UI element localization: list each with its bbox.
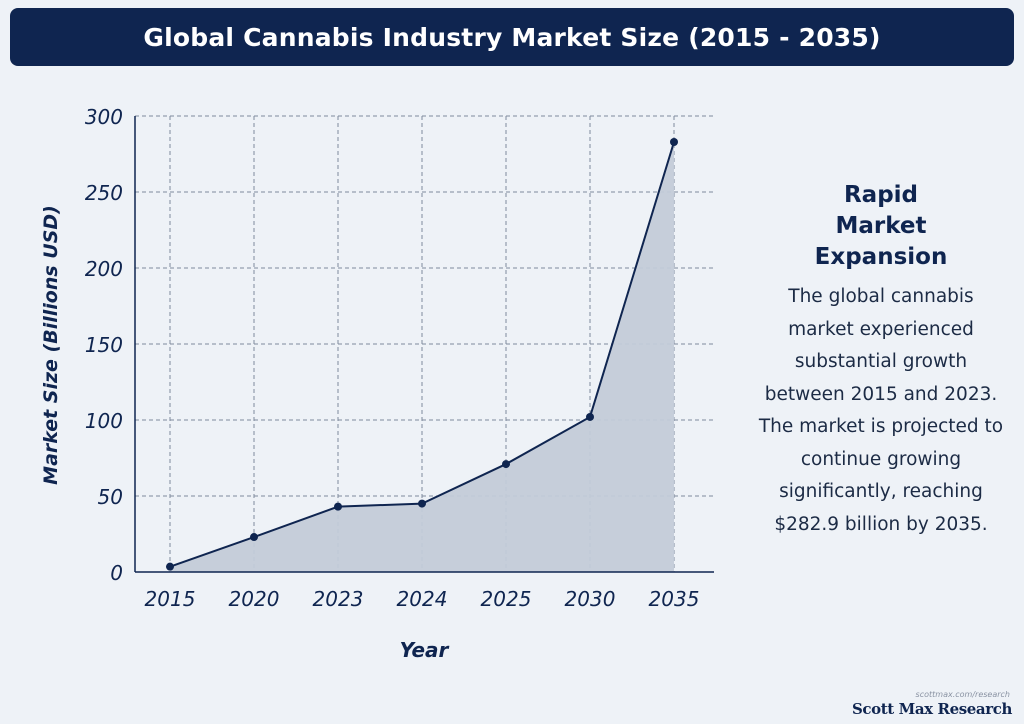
y-tick-label: 50 [98,485,123,509]
y-axis-label: Market Size (Billions USD) [40,205,62,485]
data-point [250,533,258,542]
x-axis-label: Year [400,638,450,662]
chart-title: Global Cannabis Industry Market Size (20… [143,22,881,52]
data-point [418,499,426,508]
data-point [586,412,594,421]
y-tick-label: 200 [85,257,123,281]
data-point [502,460,510,469]
x-tick-label: 2024 [397,587,448,611]
x-tick-label: 2023 [313,587,364,611]
data-point [166,562,174,571]
side-panel: Rapid Market Expansion The global cannab… [748,180,1014,541]
y-tick-label: 300 [85,105,123,129]
y-tick-label: 150 [85,333,123,357]
side-panel-heading: Rapid Market Expansion [814,182,948,270]
x-tick-label: 2015 [145,587,196,611]
y-tick-label: 250 [85,181,123,205]
title-bar: Global Cannabis Industry Market Size (20… [10,8,1014,66]
side-panel-body: The global cannabis market experienced s… [758,286,1004,535]
x-tick-label: 2030 [565,587,616,611]
brand-url: scottmax.com/research [915,690,1010,699]
y-tick-label: 0 [110,561,123,585]
x-tick-label: 2020 [229,587,280,611]
area-fill [170,141,674,572]
x-tick-label: 2025 [481,587,532,611]
brand-logo: Scott Max Research [852,700,1012,718]
data-point [670,137,678,146]
x-tick-label: 2035 [649,587,700,611]
data-point [334,502,342,511]
y-tick-label: 100 [85,409,123,433]
